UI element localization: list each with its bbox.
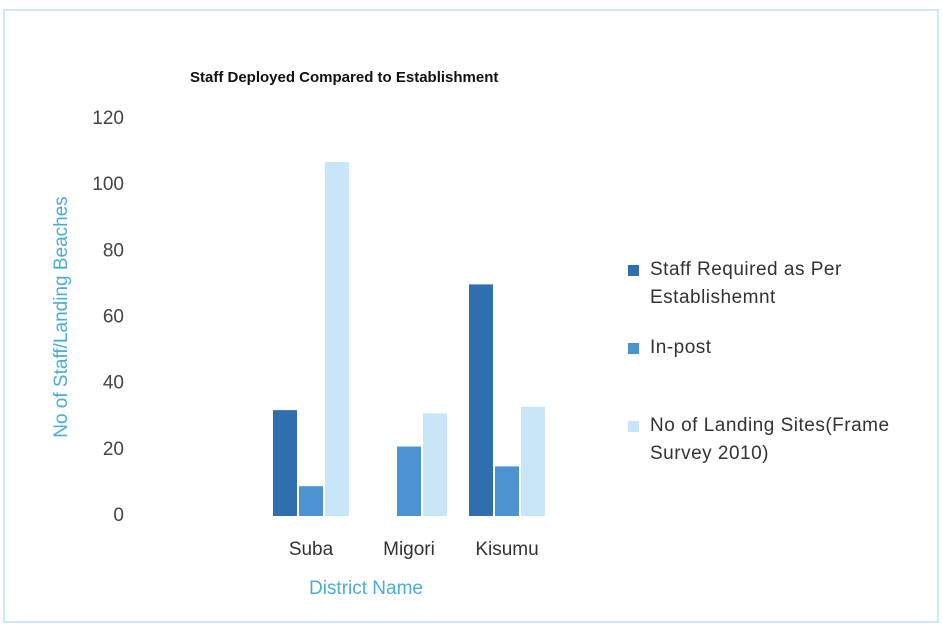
x-tick-label: Suba — [289, 539, 334, 560]
y-axis-title: No of Staff/Landing Beaches — [51, 196, 72, 438]
legend-entry: No of Landing Sites(Frame Survey 2010) — [628, 412, 910, 490]
bar — [325, 162, 349, 516]
x-tick-label: Migori — [383, 539, 435, 560]
bar — [423, 413, 447, 516]
bar — [469, 284, 493, 516]
bar — [299, 486, 323, 516]
legend-swatch — [628, 421, 639, 432]
y-tick-label: 100 — [92, 174, 124, 195]
x-tick-label: Kisumu — [475, 539, 538, 560]
y-tick-label: 60 — [103, 307, 124, 328]
bar — [397, 446, 421, 516]
legend: Staff Required as Per Establishemnt In-po… — [628, 256, 928, 490]
y-tick-label: 40 — [103, 373, 124, 394]
legend-entry: Staff Required as Per Establishemnt — [628, 256, 910, 334]
legend-swatch — [628, 343, 639, 354]
bar — [495, 466, 519, 516]
chart-title: Staff Deployed Compared to Establishment — [190, 69, 498, 86]
y-tick-label: 0 — [113, 505, 124, 526]
y-tick-label: 120 — [92, 108, 124, 129]
legend-label: No of Landing Sites(Frame Survey 2010) — [650, 415, 890, 464]
legend-label: Staff Required as Per Establishemnt — [650, 259, 842, 308]
bar — [273, 410, 297, 516]
x-axis-title: District Name — [309, 578, 423, 599]
y-tick-label: 20 — [103, 439, 124, 460]
legend-swatch — [628, 265, 639, 276]
y-tick-label: 80 — [103, 240, 124, 261]
legend-label: In-post — [650, 337, 712, 358]
bar — [521, 406, 545, 516]
legend-entry: In-post — [628, 334, 910, 412]
